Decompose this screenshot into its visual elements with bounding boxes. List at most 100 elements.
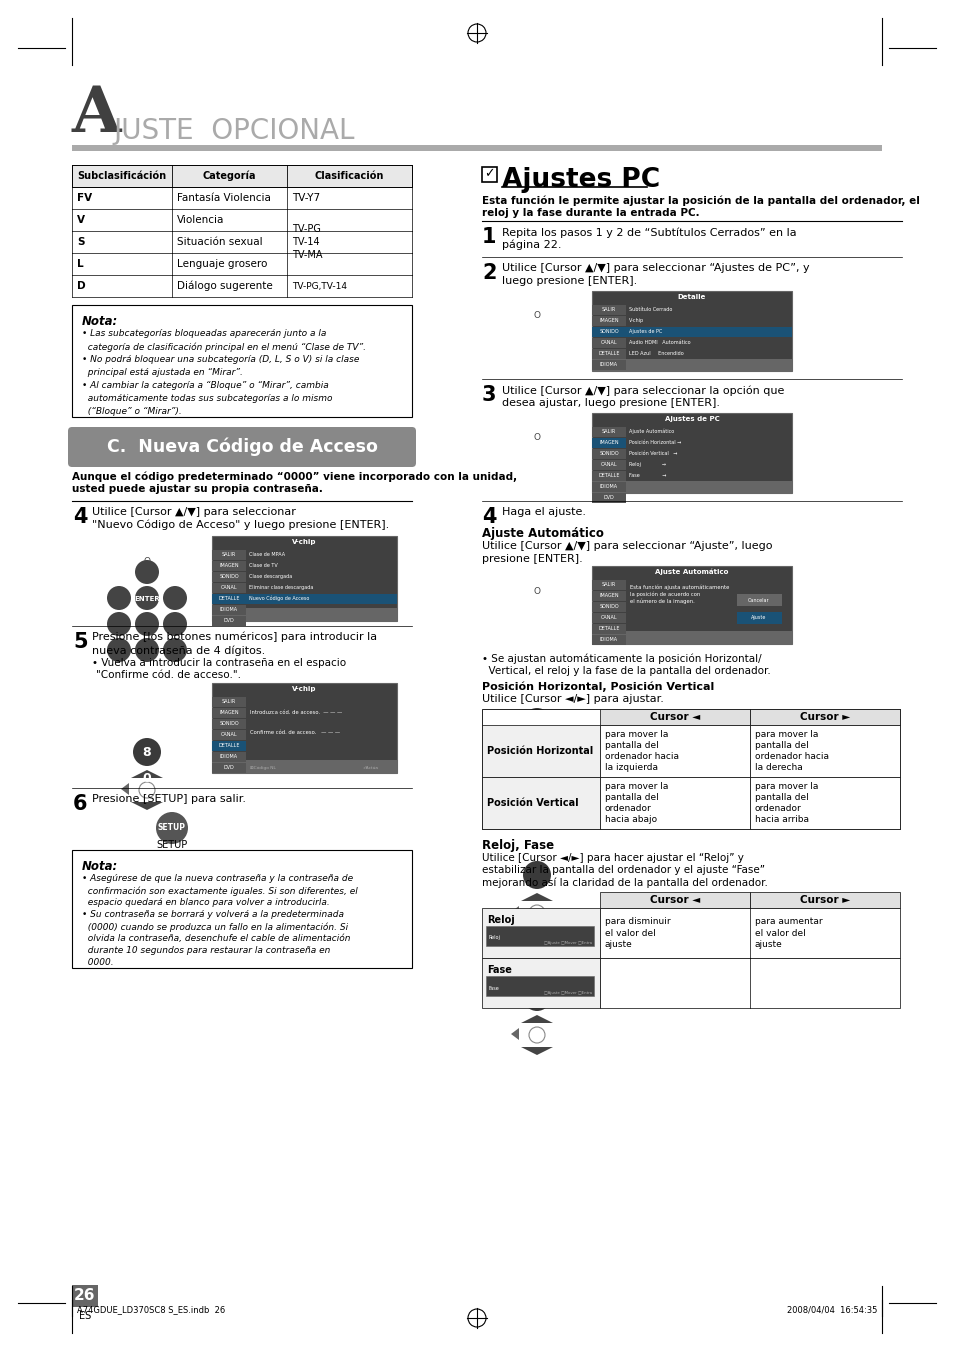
- Text: 4: 4: [114, 720, 123, 734]
- Circle shape: [132, 738, 161, 766]
- Text: "Confirme cód. de acceso.".: "Confirme cód. de acceso.".: [96, 670, 241, 680]
- Bar: [749, 777, 899, 830]
- Text: SALIR: SALIR: [601, 307, 616, 312]
- Bar: [212, 571, 246, 582]
- Bar: [592, 480, 791, 493]
- Text: DVD: DVD: [223, 765, 234, 770]
- Bar: [212, 605, 246, 615]
- Text: IDIOMA: IDIOMA: [220, 754, 238, 759]
- Text: Vertical, el reloj y la fase de la pantalla del ordenador.: Vertical, el reloj y la fase de la panta…: [481, 666, 770, 676]
- Text: CANAL: CANAL: [600, 340, 617, 345]
- Circle shape: [529, 753, 544, 767]
- Bar: [625, 327, 791, 336]
- Text: espacio quedará en blanco para volver a introducirla.: espacio quedará en blanco para volver a …: [82, 898, 330, 907]
- Bar: [212, 730, 246, 740]
- Text: Aunque el código predeterminado “0000” viene incorporado con la unidad,: Aunque el código predeterminado “0000” v…: [71, 471, 517, 481]
- Text: V-chip: V-chip: [628, 317, 643, 323]
- Text: mejorando así la claridad de la pantalla del ordenador.: mejorando así la claridad de la pantalla…: [481, 877, 767, 888]
- Circle shape: [529, 1027, 544, 1043]
- Bar: [592, 349, 625, 359]
- Text: página 22.: página 22.: [501, 240, 561, 250]
- Circle shape: [107, 612, 131, 636]
- Bar: [246, 584, 396, 593]
- Text: Nuevo Código de Acceso: Nuevo Código de Acceso: [249, 596, 309, 601]
- Bar: [599, 725, 749, 777]
- Bar: [592, 566, 791, 644]
- Text: Presione [los botones numéricos] para introducir la: Presione [los botones numéricos] para in…: [91, 632, 376, 643]
- Bar: [71, 145, 882, 151]
- Bar: [737, 594, 781, 607]
- Text: • Las subcategorías bloqueadas aparecerán junto a la: • Las subcategorías bloqueadas aparecerá…: [82, 330, 326, 338]
- Text: Posición Horizontal: Posición Horizontal: [486, 746, 593, 757]
- Text: IDIOMA: IDIOMA: [220, 607, 238, 612]
- Text: 0000.: 0000.: [82, 958, 113, 967]
- Text: SALIR: SALIR: [222, 698, 236, 704]
- Text: SONIDO: SONIDO: [598, 604, 618, 609]
- Text: 1: 1: [481, 227, 496, 247]
- Text: Ajuste: Ajuste: [751, 616, 766, 620]
- Text: olvida la contraseña, desenchufe el cable de alimentación: olvida la contraseña, desenchufe el cabl…: [82, 934, 350, 943]
- Text: Ajustes de PC: Ajustes de PC: [628, 330, 661, 334]
- Text: Audio HDMI   Automático: Audio HDMI Automático: [628, 340, 690, 345]
- Bar: [592, 471, 625, 481]
- Text: (0000) cuando se produzca un fallo en la alimentación. Si: (0000) cuando se produzca un fallo en la…: [82, 921, 348, 931]
- FancyBboxPatch shape: [68, 427, 416, 467]
- Bar: [592, 613, 625, 623]
- Text: Subtítulo Cerrado: Subtítulo Cerrado: [628, 307, 672, 312]
- Circle shape: [135, 586, 159, 611]
- Text: Utilice [Cursor ◄/►] para ajustar.: Utilice [Cursor ◄/►] para ajustar.: [481, 694, 663, 704]
- Text: CANAL: CANAL: [600, 615, 617, 620]
- Text: V-chip: V-chip: [292, 686, 316, 692]
- Bar: [592, 316, 625, 326]
- Text: SONIDO: SONIDO: [219, 721, 238, 725]
- Text: TV-Y7: TV-Y7: [292, 193, 320, 203]
- Bar: [625, 338, 791, 349]
- Text: Situación sexual: Situación sexual: [177, 236, 262, 247]
- Text: DVD: DVD: [603, 494, 614, 500]
- Text: • Al cambiar la categoría a “Bloque” o “Mirar”, cambia: • Al cambiar la categoría a “Bloque” o “…: [82, 381, 329, 390]
- Text: ENTER: ENTER: [523, 626, 549, 632]
- Text: 6: 6: [73, 794, 88, 815]
- Text: A74GDUE_LD370SC8 S_ES.indb  26: A74GDUE_LD370SC8 S_ES.indb 26: [77, 1305, 225, 1315]
- Text: Fantasía Violencia: Fantasía Violencia: [177, 193, 271, 203]
- Bar: [625, 316, 791, 326]
- Bar: [212, 616, 246, 626]
- Text: Cursor ►: Cursor ►: [799, 894, 849, 905]
- Polygon shape: [520, 925, 553, 934]
- Bar: [599, 892, 749, 908]
- Text: A: A: [71, 84, 121, 145]
- Text: Nota:: Nota:: [82, 861, 118, 873]
- Text: IDIOMA: IDIOMA: [599, 484, 618, 489]
- Text: SALIR: SALIR: [222, 553, 236, 557]
- Text: Reloj, Fase: Reloj, Fase: [481, 839, 554, 852]
- Text: reloj y la fase durante la entrada PC.: reloj y la fase durante la entrada PC.: [481, 208, 699, 218]
- Text: Reloj: Reloj: [486, 915, 515, 925]
- Circle shape: [163, 612, 187, 636]
- Bar: [212, 584, 246, 593]
- Circle shape: [135, 561, 159, 584]
- Bar: [749, 892, 899, 908]
- Circle shape: [107, 586, 131, 611]
- Circle shape: [135, 612, 159, 636]
- Text: Ajuste Automático: Ajuste Automático: [481, 527, 603, 540]
- Text: V: V: [77, 215, 85, 226]
- Text: Categoría: Categoría: [203, 170, 256, 181]
- Bar: [599, 958, 899, 1008]
- Text: Cursor ►: Cursor ►: [799, 712, 849, 721]
- Polygon shape: [131, 770, 163, 778]
- Text: 4: 4: [73, 507, 88, 527]
- Text: SONIDO: SONIDO: [598, 451, 618, 457]
- Text: 26: 26: [74, 1289, 95, 1304]
- Bar: [749, 725, 899, 777]
- Text: Posición Vertical: Posición Vertical: [486, 798, 578, 808]
- Text: Diálogo sugerente: Diálogo sugerente: [177, 281, 273, 292]
- Text: Cancelar: Cancelar: [747, 597, 769, 603]
- Text: SETUP: SETUP: [158, 824, 186, 832]
- Text: (“Bloque” o “Mirar”).: (“Bloque” o “Mirar”).: [82, 407, 182, 416]
- Text: TV-PG,TV-14: TV-PG,TV-14: [292, 281, 347, 290]
- Bar: [212, 708, 246, 717]
- Text: DETALLE: DETALLE: [598, 351, 619, 357]
- Text: Utilice [Cursor ◄/►] para hacer ajustar el “Reloj” y: Utilice [Cursor ◄/►] para hacer ajustar …: [481, 852, 743, 863]
- Circle shape: [522, 861, 551, 889]
- Text: CANAL: CANAL: [220, 585, 237, 590]
